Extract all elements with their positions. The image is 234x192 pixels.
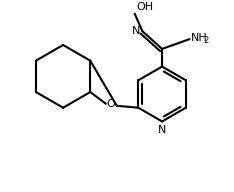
Text: N: N	[158, 125, 166, 135]
Text: N: N	[132, 26, 141, 36]
Text: 2: 2	[203, 36, 208, 45]
Text: O: O	[106, 99, 115, 109]
Text: NH: NH	[190, 33, 207, 43]
Text: OH: OH	[137, 2, 154, 12]
